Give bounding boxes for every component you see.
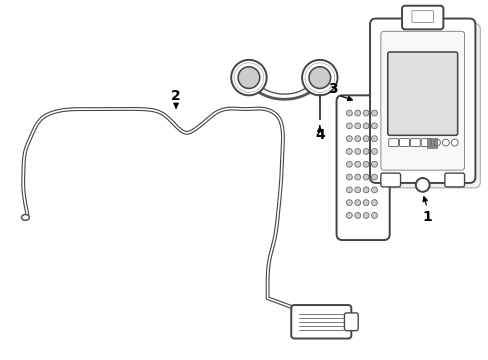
Bar bbox=[434, 138, 437, 148]
Circle shape bbox=[231, 60, 266, 95]
Circle shape bbox=[346, 110, 351, 116]
Circle shape bbox=[354, 110, 360, 116]
FancyBboxPatch shape bbox=[420, 139, 430, 147]
Circle shape bbox=[371, 174, 377, 180]
Circle shape bbox=[363, 174, 368, 180]
Circle shape bbox=[363, 161, 368, 167]
Circle shape bbox=[354, 174, 360, 180]
Circle shape bbox=[354, 200, 360, 206]
FancyBboxPatch shape bbox=[388, 139, 398, 147]
Bar bbox=[426, 138, 429, 148]
Text: 2: 2 bbox=[171, 89, 181, 103]
FancyBboxPatch shape bbox=[409, 139, 419, 147]
Circle shape bbox=[354, 136, 360, 141]
Circle shape bbox=[346, 123, 351, 129]
Circle shape bbox=[371, 148, 377, 154]
Bar bbox=[430, 138, 433, 148]
Circle shape bbox=[238, 67, 259, 89]
Circle shape bbox=[308, 67, 330, 89]
Ellipse shape bbox=[21, 215, 29, 220]
FancyBboxPatch shape bbox=[344, 313, 358, 330]
Circle shape bbox=[346, 136, 351, 141]
Circle shape bbox=[371, 187, 377, 193]
Circle shape bbox=[371, 212, 377, 219]
FancyBboxPatch shape bbox=[401, 6, 443, 30]
FancyBboxPatch shape bbox=[411, 11, 433, 22]
Circle shape bbox=[346, 161, 351, 167]
Circle shape bbox=[302, 60, 337, 95]
FancyBboxPatch shape bbox=[374, 23, 479, 188]
FancyBboxPatch shape bbox=[291, 305, 350, 338]
FancyBboxPatch shape bbox=[444, 173, 464, 187]
Circle shape bbox=[363, 187, 368, 193]
Circle shape bbox=[354, 212, 360, 219]
Circle shape bbox=[346, 174, 351, 180]
Circle shape bbox=[346, 148, 351, 154]
FancyBboxPatch shape bbox=[369, 18, 474, 183]
Circle shape bbox=[354, 148, 360, 154]
Circle shape bbox=[371, 161, 377, 167]
Circle shape bbox=[354, 187, 360, 193]
Circle shape bbox=[450, 139, 457, 146]
Circle shape bbox=[363, 123, 368, 129]
FancyBboxPatch shape bbox=[336, 95, 389, 240]
FancyBboxPatch shape bbox=[380, 173, 400, 187]
FancyBboxPatch shape bbox=[387, 52, 457, 135]
Circle shape bbox=[415, 178, 429, 192]
Text: 3: 3 bbox=[327, 82, 337, 96]
Circle shape bbox=[346, 200, 351, 206]
Circle shape bbox=[371, 200, 377, 206]
FancyBboxPatch shape bbox=[380, 31, 464, 170]
Text: 4: 4 bbox=[314, 128, 324, 142]
Circle shape bbox=[371, 136, 377, 141]
Circle shape bbox=[433, 139, 440, 146]
Circle shape bbox=[363, 212, 368, 219]
Circle shape bbox=[363, 136, 368, 141]
Circle shape bbox=[371, 123, 377, 129]
Circle shape bbox=[363, 110, 368, 116]
Circle shape bbox=[363, 200, 368, 206]
Circle shape bbox=[442, 139, 448, 146]
Circle shape bbox=[346, 212, 351, 219]
Text: 1: 1 bbox=[422, 210, 431, 224]
Circle shape bbox=[354, 161, 360, 167]
Circle shape bbox=[354, 123, 360, 129]
FancyBboxPatch shape bbox=[399, 139, 408, 147]
Circle shape bbox=[346, 187, 351, 193]
Circle shape bbox=[371, 110, 377, 116]
Circle shape bbox=[363, 148, 368, 154]
